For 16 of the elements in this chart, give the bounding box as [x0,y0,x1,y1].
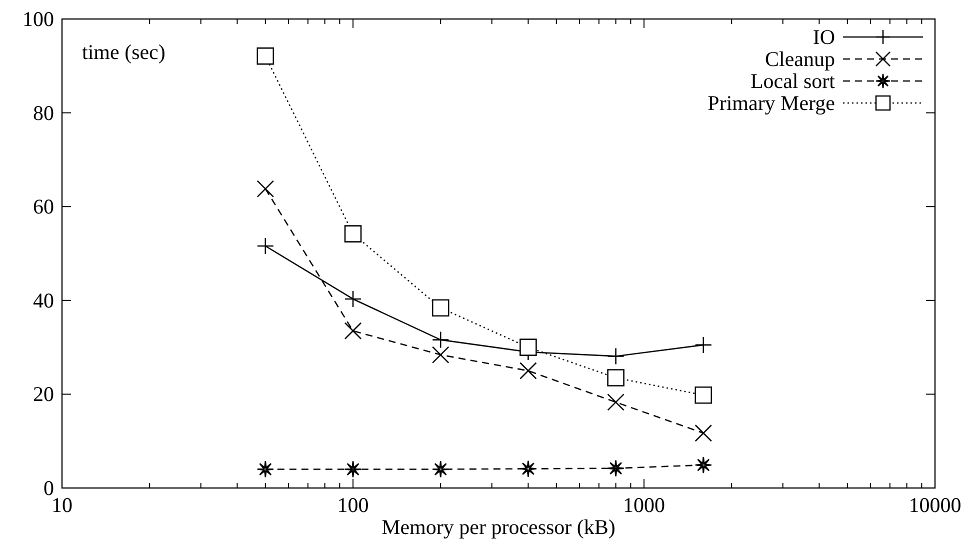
x-axis-title: Memory per processor (kB) [382,515,616,539]
y-tick-label: 100 [22,7,54,31]
legend-label: IO [812,25,835,49]
y-axis-title: time (sec) [82,40,166,64]
x-tick-label: 10000 [908,493,962,517]
y-tick-label: 40 [33,288,54,312]
y-tick-label: 80 [33,100,54,125]
x-tick-label: 10 [52,493,72,517]
legend-label: Cleanup [765,47,835,71]
y-tick-label: 60 [33,194,54,219]
x-tick-label: 100 [337,493,369,517]
y-tick-label: 20 [33,382,54,406]
legend-label: Primary Merge [708,91,835,115]
legend-label: Local sort [750,69,836,93]
x-tick-label: 1000 [623,493,665,517]
y-tick-label: 0 [44,476,54,500]
